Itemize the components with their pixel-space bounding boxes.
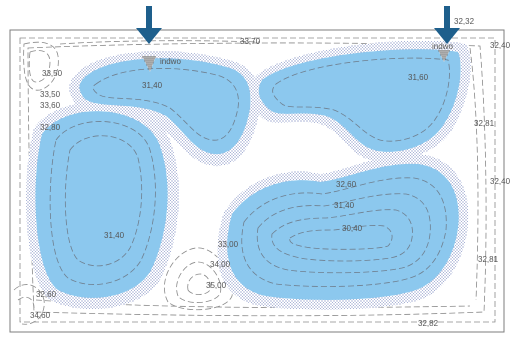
inlet-rubble (142, 50, 450, 72)
elevation-label: 33,00 (218, 240, 239, 249)
water-contours (49, 57, 450, 287)
elevation-label: 32,81 (474, 119, 495, 128)
elevation-labels: 32,32 32,40 33,70 33,50 33,50 33,60 32,8… (30, 17, 511, 328)
elevation-label: 33,50 (42, 69, 63, 78)
elevation-label: 31,60 (408, 73, 429, 82)
elevation-label: 32,32 (454, 17, 475, 26)
elevation-label: 34,00 (210, 260, 231, 269)
water-bodies (35, 49, 461, 300)
elevation-label: 31,40 (142, 81, 163, 90)
elevation-label: 32,81 (478, 255, 499, 264)
elevation-label: 32,40 (490, 177, 511, 186)
elevation-label: 33,50 (40, 90, 61, 99)
elevation-label: 31,40 (334, 201, 355, 210)
elevation-label: 30,40 (342, 224, 363, 233)
elevation-label: 32,40 (490, 41, 511, 50)
elevation-label: 34,60 (30, 311, 51, 320)
mound-contours (163, 247, 233, 311)
inlet-label-right: indwo (432, 42, 453, 51)
elevation-label: 32,80 (40, 123, 61, 132)
elevation-label: 33,70 (240, 37, 261, 46)
pond-northwest (79, 58, 251, 155)
elevation-label: 35,00 (206, 281, 227, 290)
down-arrow-icon (136, 6, 162, 44)
elevation-label: 33,60 (40, 101, 61, 110)
pond-northeast (258, 49, 461, 152)
elevation-label: 32,82 (418, 319, 439, 328)
elevation-label: 32,60 (36, 290, 57, 299)
elevation-label: 32,60 (336, 180, 357, 189)
elevation-label: 31,40 (104, 231, 125, 240)
pond-southeast (227, 163, 459, 300)
down-arrow-icon (434, 6, 460, 44)
pond-west (35, 111, 168, 298)
inlet-label-left: indwo (160, 57, 181, 66)
